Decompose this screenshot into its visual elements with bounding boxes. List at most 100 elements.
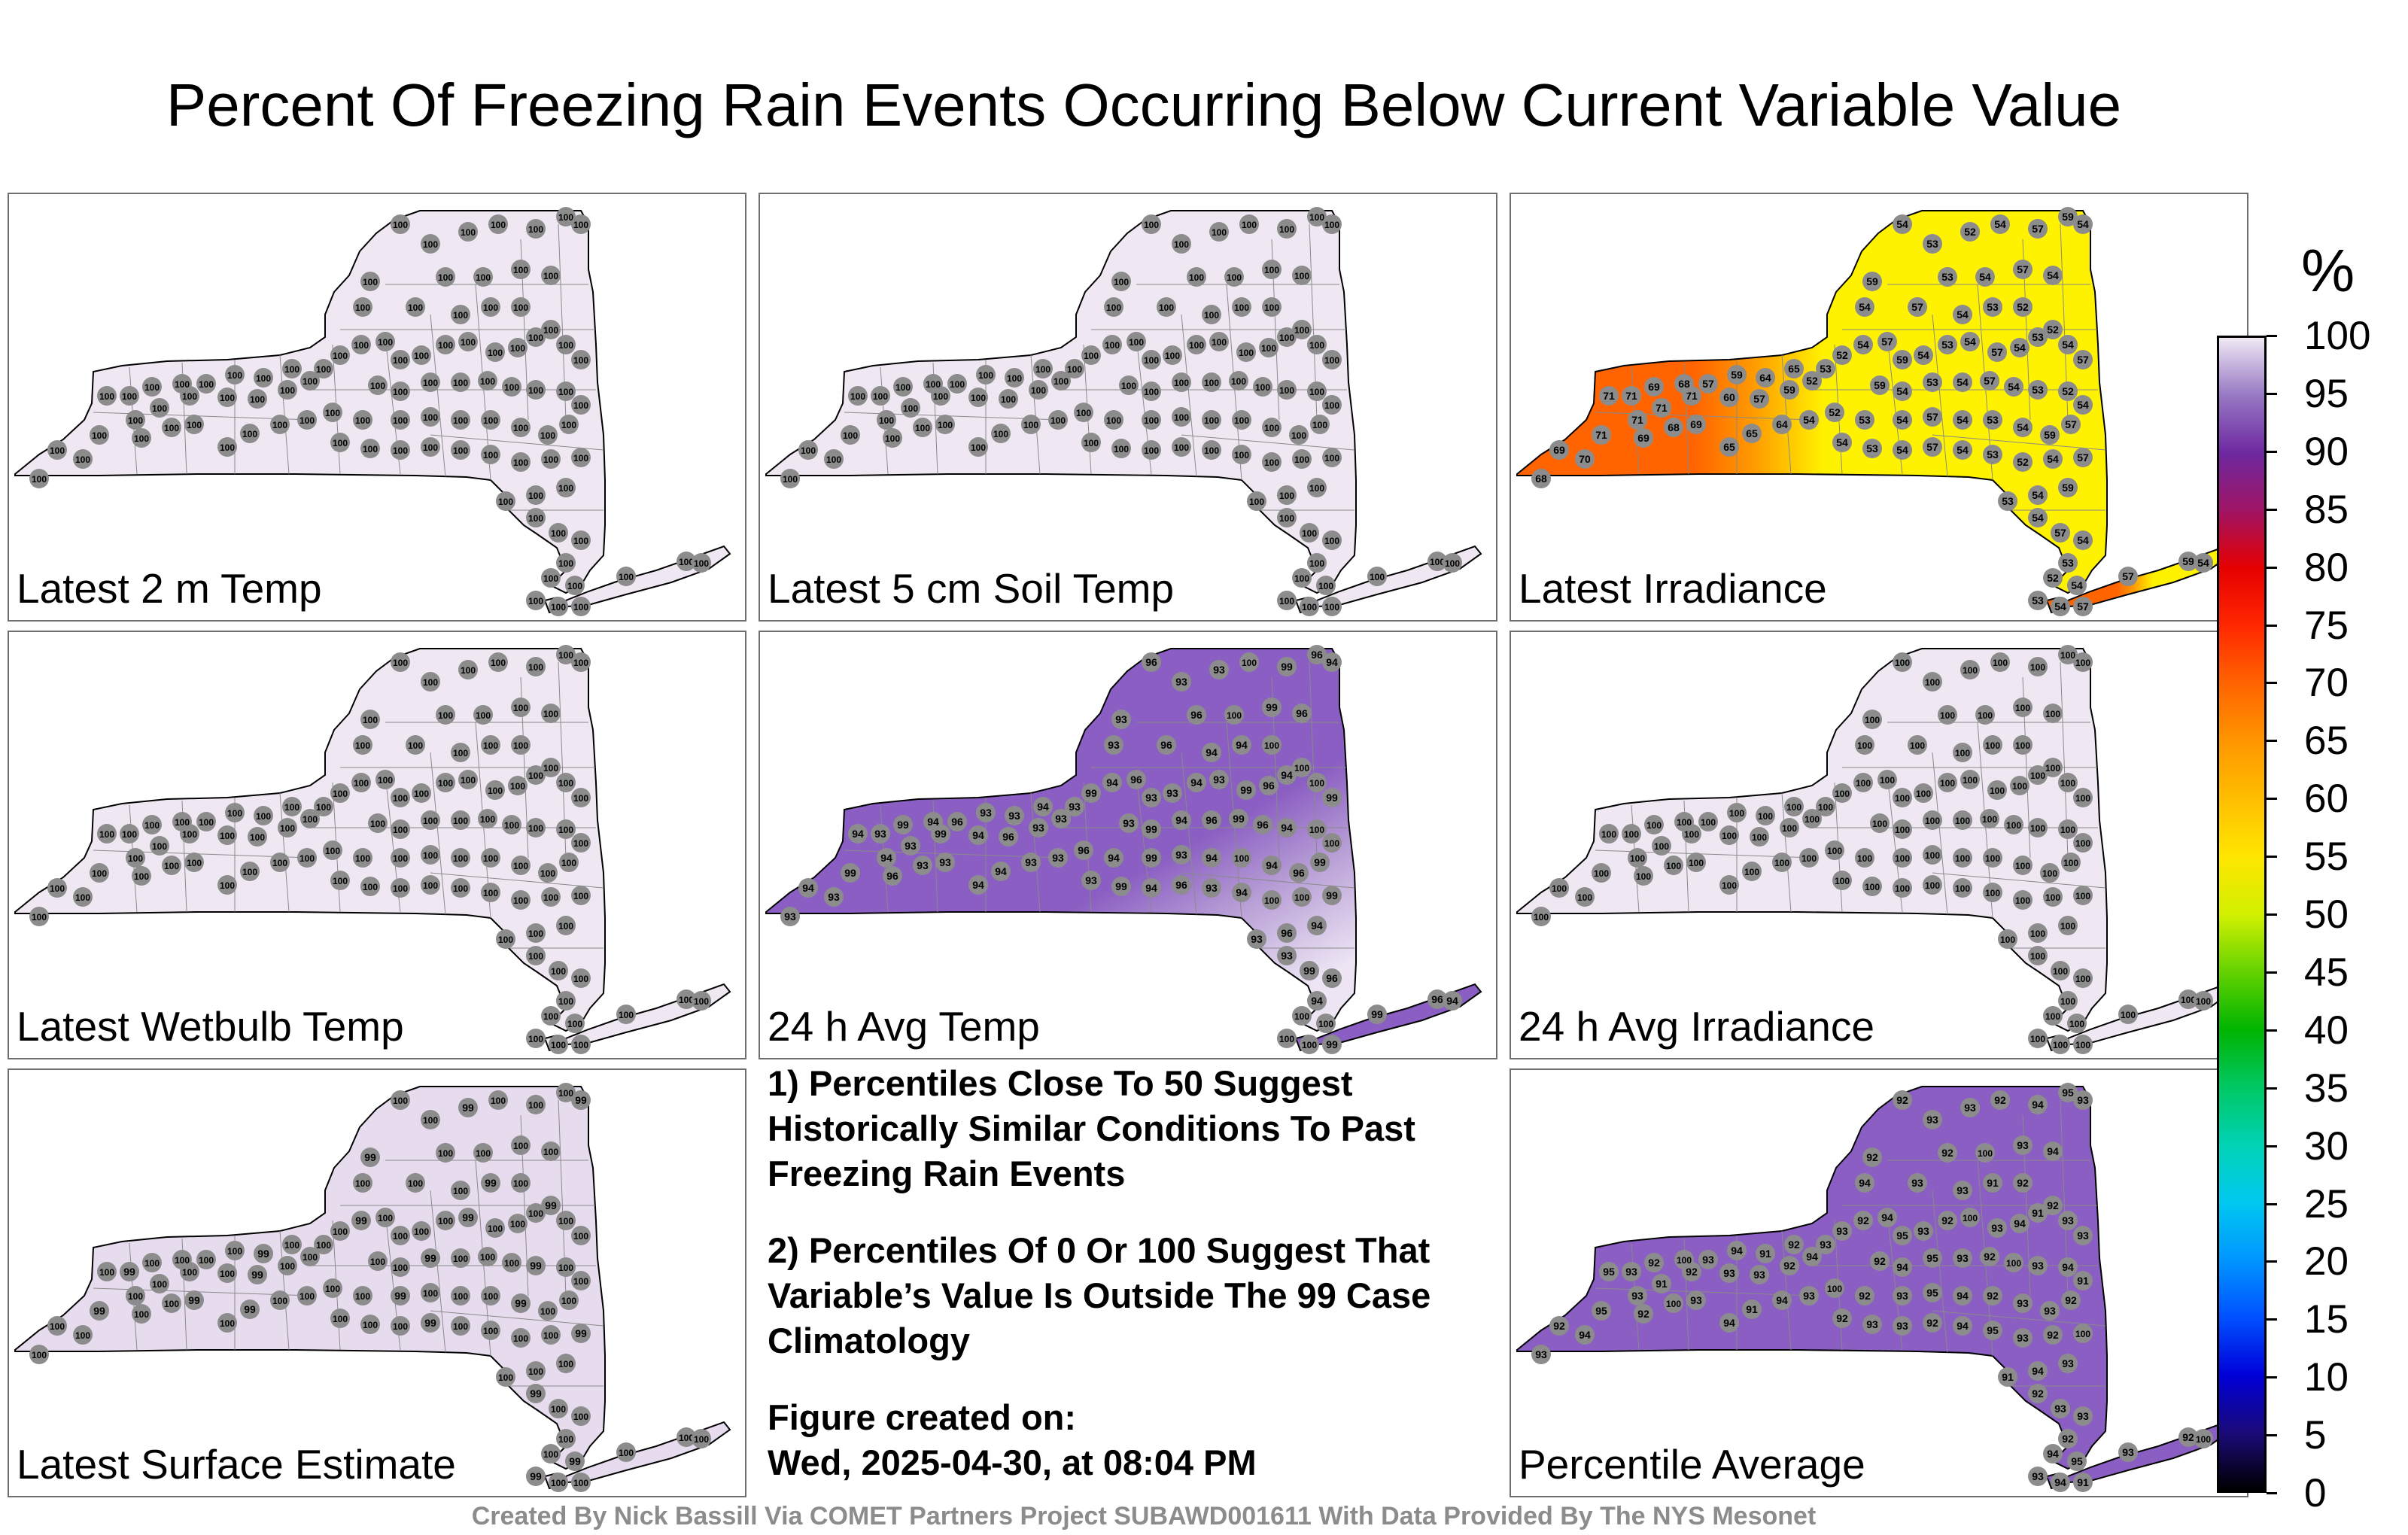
station-value: 65 [1723,441,1735,453]
station-value: 100 [480,814,495,825]
station-marker: 93 [1816,1235,1835,1254]
station-marker: 100 [375,332,395,351]
station-value: 99 [935,828,947,840]
station-marker: 100 [1367,567,1387,586]
station-value: 100 [551,1040,566,1050]
station-marker: 93 [1247,929,1266,949]
station-value: 96 [1130,774,1142,786]
station-value: 92 [1984,1251,1996,1263]
station-marker: 100 [217,825,237,845]
colorbar-tick-label: 30 [2304,1123,2349,1169]
station-value: 54 [1857,339,1869,351]
colorbar-tick-mark [2267,335,2277,337]
station-marker: 92 [2013,1173,2033,1193]
station-value: 100 [528,771,543,781]
station-marker: 100 [73,887,93,907]
station-marker: 96 [1157,735,1176,755]
station-value: 54 [1956,444,1969,456]
station-value: 100 [227,370,242,381]
station-value: 100 [551,1404,566,1415]
station-value: 100 [333,1314,348,1324]
station-value: 100 [128,1291,143,1302]
station-marker: 100 [1307,207,1327,226]
station-marker: 100 [1262,735,1282,755]
station-value: 99 [897,819,909,831]
station-marker: 93 [2058,1354,2078,1373]
station-value: 100 [1294,454,1309,465]
station-value: 100 [551,1478,566,1488]
station-value: 92 [1857,1214,1869,1226]
station-marker: 100 [270,415,290,434]
station-marker: 59 [1893,350,1912,369]
station-value: 100 [567,581,582,591]
station-value: 100 [573,536,588,546]
station-value: 92 [1553,1320,1565,1332]
station-value: 59 [2062,211,2074,223]
station-value: 100 [423,880,438,891]
station-value: 93 [1108,739,1120,751]
station-marker: 99 [458,1208,478,1227]
station-value: 54 [2062,339,2074,351]
station-marker: 71 [1652,398,1671,418]
station-marker: 96 [1187,705,1206,725]
station-marker: 96 [1292,704,1312,723]
station-value: 100 [75,1330,90,1341]
station-marker: 99 [391,1286,410,1306]
station-value: 100 [32,474,47,485]
station-marker: 94 [1172,810,1191,830]
station-value: 53 [1926,238,1938,250]
station-value: 100 [164,423,179,433]
colorbar-tick-label: 55 [2304,834,2349,880]
station-marker: 100 [2058,645,2078,664]
station-value: 100 [1114,277,1129,287]
station-marker: 100 [556,1354,576,1373]
station-value: 100 [528,1100,543,1111]
station-value: 54 [2197,557,2209,569]
station-marker: 92 [1853,1211,1873,1230]
station-value: 100 [1204,310,1219,321]
station-marker: 99 [254,1244,273,1263]
station-marker: 100 [353,1286,372,1306]
station-value: 100 [551,966,566,977]
station-marker: 94 [1802,1247,1822,1266]
station-value: 53 [1987,448,1999,460]
station-value: 100 [1264,265,1279,275]
station-marker: 100 [2061,853,2081,872]
station-marker: 100 [541,1006,561,1026]
station-value: 100 [1023,420,1038,430]
station-marker: 100 [2051,1035,2070,1054]
station-marker: 54 [1893,440,1912,460]
station-marker: 94 [1033,797,1053,816]
station-value: 92 [1648,1257,1660,1269]
station-marker: 100 [1980,809,1999,828]
station-value: 100 [1895,793,1910,804]
station-marker: 100 [571,788,591,807]
station-marker: 99 [421,1313,440,1333]
colorbar-tick-label: 40 [2304,1008,2349,1053]
station-value: 93 [2077,1410,2089,1422]
station-marker: 59 [2058,207,2078,226]
station-value: 71 [1686,390,1698,402]
station-value: 100 [303,1252,318,1263]
station-value: 100 [528,1034,543,1044]
station-value: 100 [483,415,498,426]
station-value: 100 [2030,929,2045,939]
station-marker: 100 [1292,449,1312,469]
station-marker: 100 [300,371,320,391]
station-value: 100 [256,811,271,822]
station-value: 100 [1212,227,1227,238]
station-value: 100 [92,868,107,879]
station-value: 100 [280,823,295,834]
station-marker: 54 [2194,553,2213,573]
station-value: 99 [123,1266,135,1278]
station-marker: 100 [297,1286,317,1306]
station-value: 100 [2030,823,2045,834]
station-value: 100 [1302,602,1317,612]
station-value: 100 [1249,497,1264,507]
station-marker: 100 [391,1316,410,1336]
station-value: 100 [558,1088,573,1099]
station-value: 100 [438,778,453,789]
station-value: 100 [483,1326,498,1336]
station-value: 99 [575,1327,587,1339]
station-marker: 100 [172,374,192,394]
